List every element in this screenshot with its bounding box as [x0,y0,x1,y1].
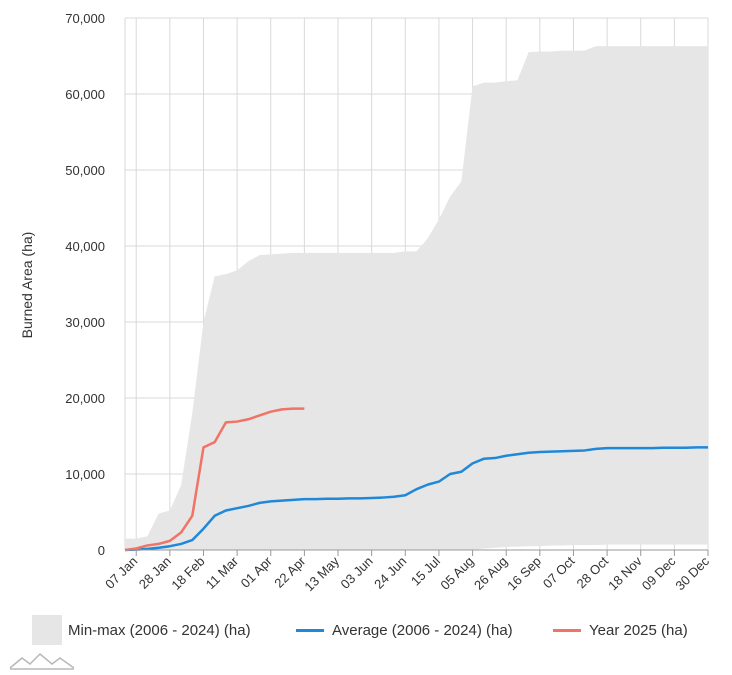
chart-legend: Min-max (2006 - 2024) (ha) Average (2006… [0,610,732,650]
x-tick-label: 18 Nov [605,553,645,593]
legend-label-min-max: Min-max (2006 - 2024) (ha) [68,621,251,639]
x-tick-label: 03 Jun [338,554,376,592]
y-tick-label: 20,000 [65,391,105,406]
x-tick-label: 01 Apr [238,553,276,591]
x-tick-label: 26 Aug [471,554,510,593]
y-tick-label: 50,000 [65,163,105,178]
legend-label-year: Year 2025 (ha) [589,621,688,639]
x-tick-label: 13 May [301,553,342,594]
y-tick-label: 0 [98,543,105,558]
x-tick-label: 07 Oct [540,553,578,591]
x-tick-label: 28 Oct [574,553,612,591]
legend-swatch-year [553,628,581,632]
x-tick-label: 18 Feb [168,554,207,593]
x-tick-label: 11 Mar [203,553,242,592]
legend-item-year[interactable]: Year 2025 (ha) [553,610,688,650]
average-series-line [124,446,708,552]
min-max-range-area [125,46,708,551]
legend-swatch-average [296,628,324,632]
series-lines-layer [124,407,708,552]
x-tick-label: 16 Sep [504,554,544,594]
x-tick-label: 07 Jan [102,554,140,592]
y-tick-label: 10,000 [65,467,105,482]
legend-swatch-range [32,615,62,645]
y-tick-label: 60,000 [65,87,105,102]
x-tick-label: 09 Dec [639,553,679,593]
logo-mountain-icon [9,652,75,670]
y-tick-label: 70,000 [65,11,105,26]
y-tick-label: 40,000 [65,239,105,254]
x-tick-label: 28 Jan [136,554,174,592]
year-2025-series-line [124,407,305,552]
legend-item-min-max[interactable]: Min-max (2006 - 2024) (ha) [32,610,251,650]
chart-canvas: 0 10,000 20,000 30,000 40,000 50,000 60,000 70,… [19,11,712,594]
range-area-layer [125,46,708,551]
x-tick-label: 30 Dec [672,553,712,593]
legend-label-average: Average (2006 - 2024) (ha) [332,621,513,639]
x-tick-label: 24 Jun [371,554,409,592]
y-axis-label: Burned Area (ha) [19,232,35,339]
x-tick-label: 05 Aug [437,554,476,593]
legend-item-average[interactable]: Average (2006 - 2024) (ha) [296,610,513,650]
y-tick-label: 30,000 [65,315,105,330]
